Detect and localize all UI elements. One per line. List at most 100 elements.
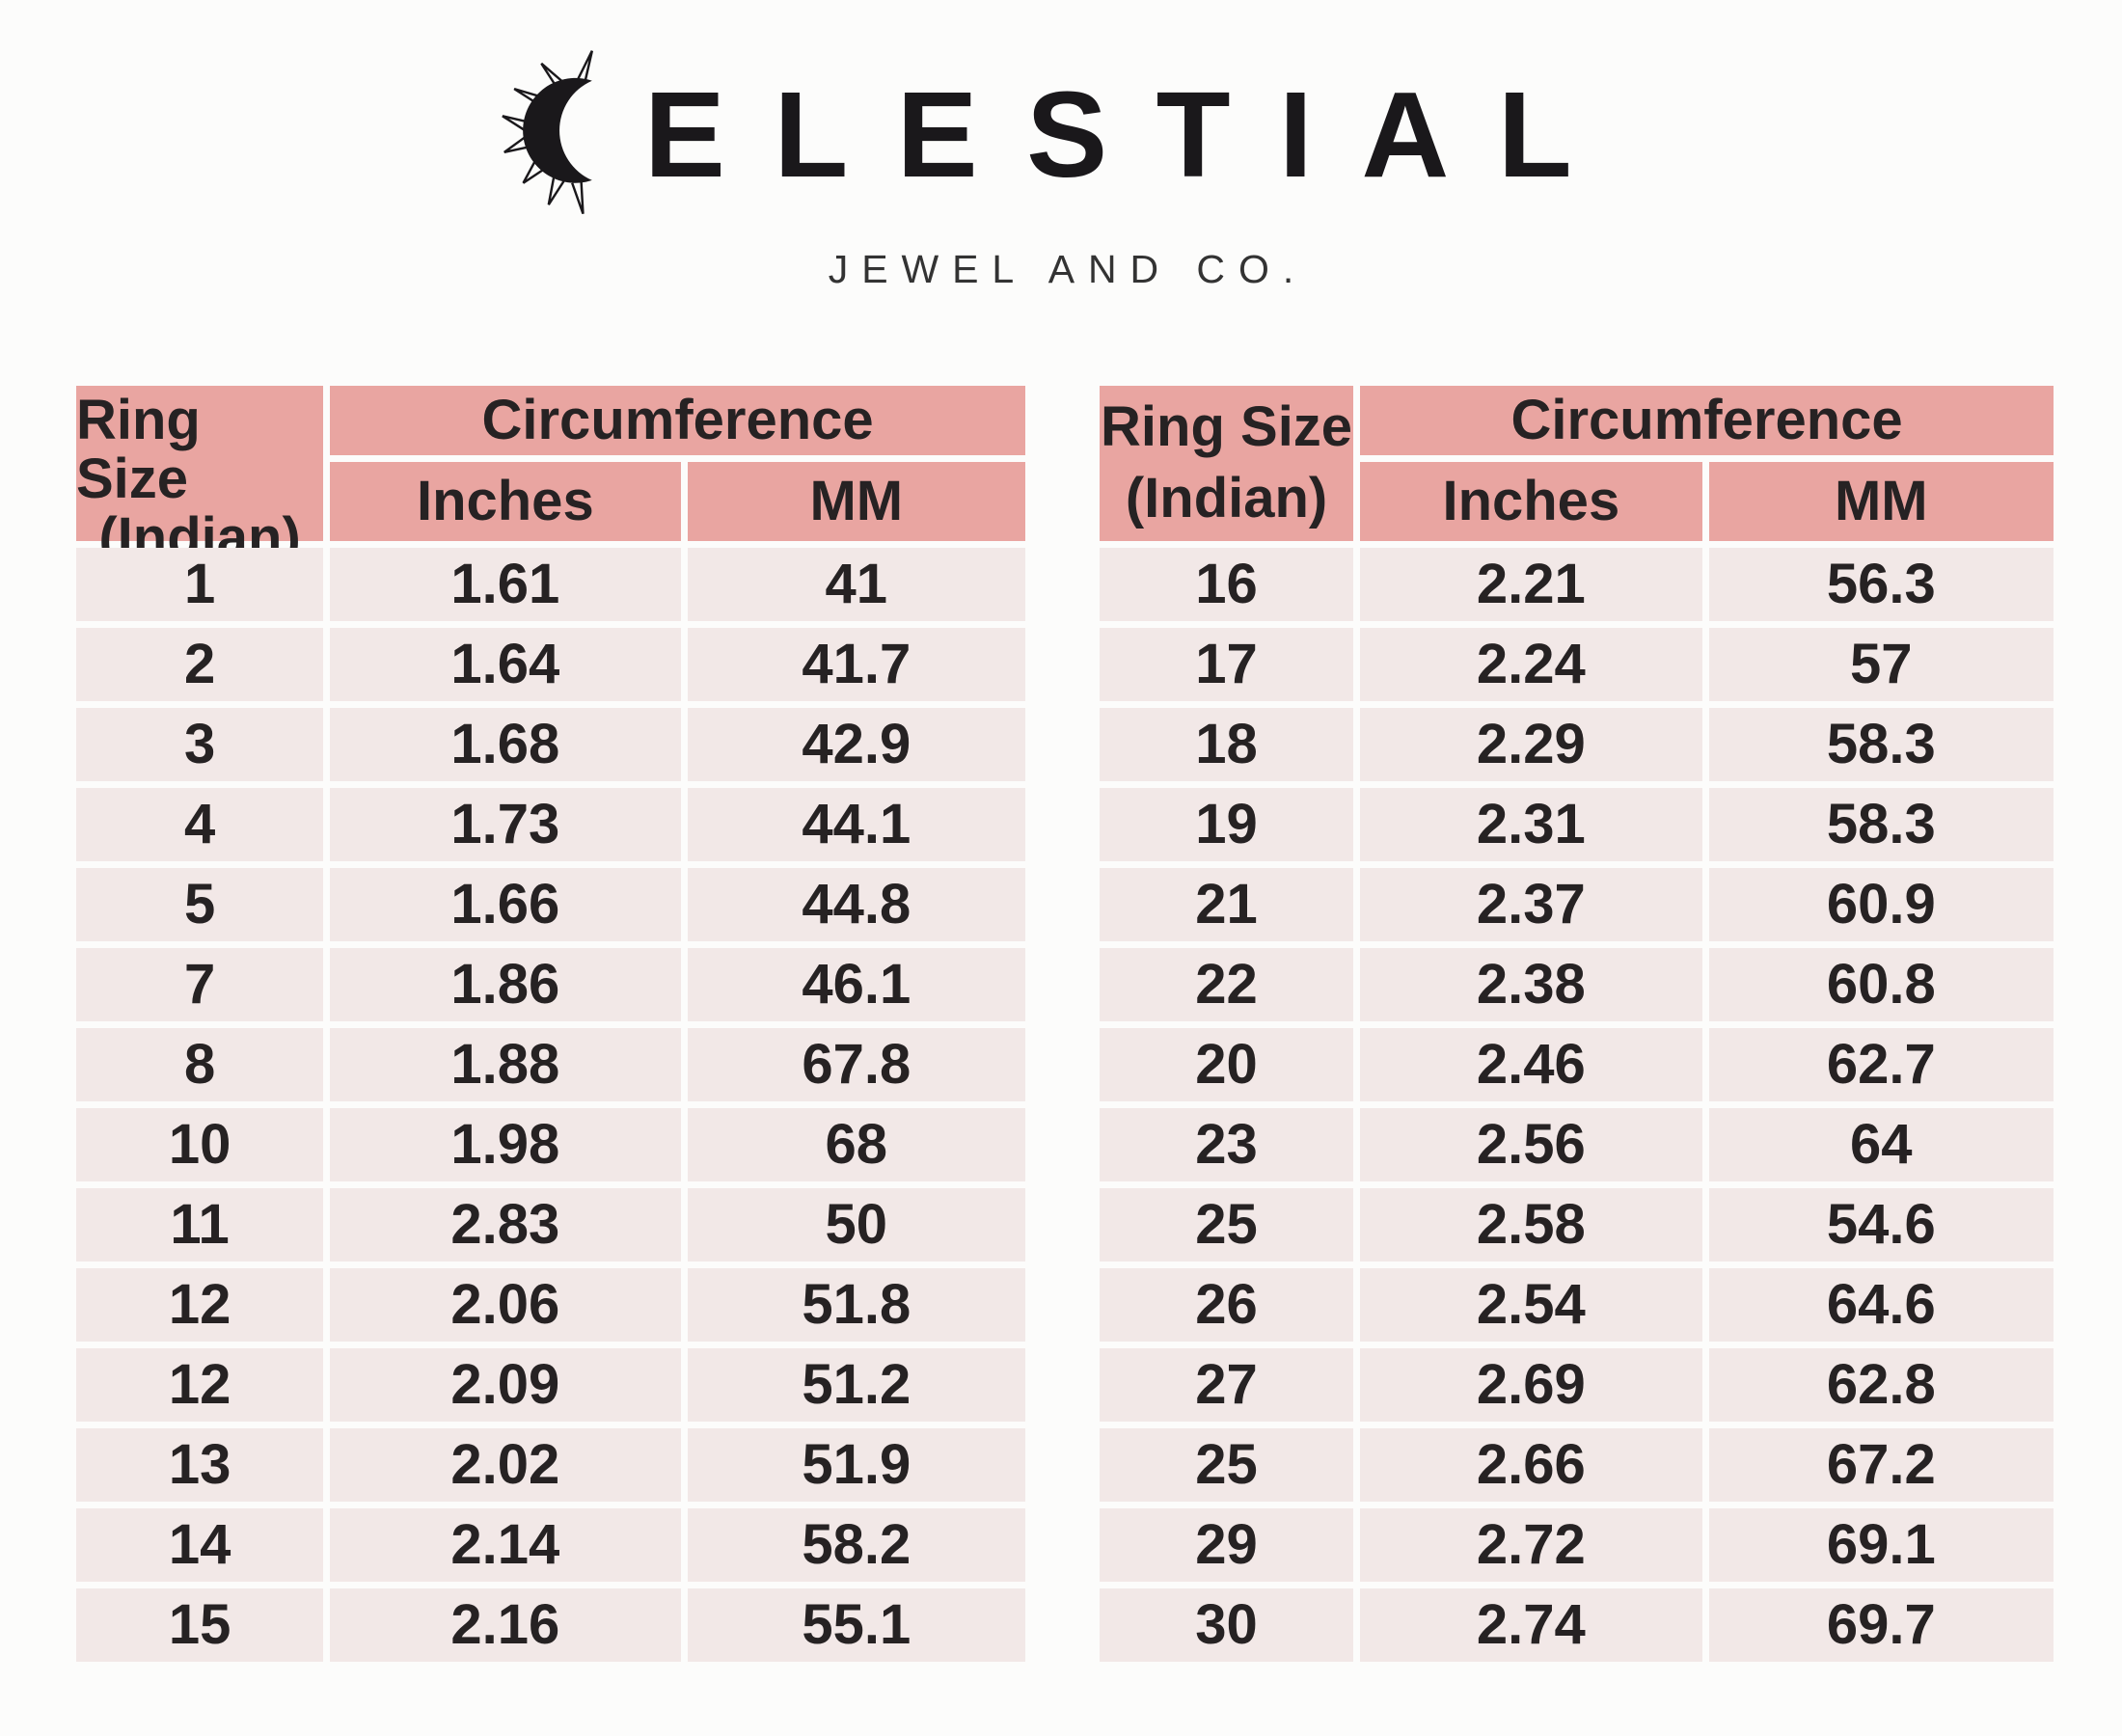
- table-cell: 41.7: [687, 628, 1025, 701]
- table-cell: 1.86: [330, 948, 681, 1021]
- table-cell: 2.09: [330, 1348, 681, 1422]
- table-cell: 60.8: [1708, 948, 2054, 1021]
- table-cell: 12: [76, 1268, 324, 1342]
- table-cell: 51.2: [687, 1348, 1025, 1422]
- table-cell: 42.9: [687, 708, 1025, 781]
- table-cell: 20: [1100, 1028, 1354, 1101]
- table-cell: 30: [1100, 1588, 1354, 1662]
- table-cell: 2.02: [330, 1428, 681, 1502]
- header-cell-inches: Inches: [330, 462, 681, 541]
- header-cell-mm: MM: [687, 462, 1025, 541]
- ring-size-table-right: Ring Size (Indian) Circumference Inches …: [1100, 386, 2054, 1662]
- table-cell: 22: [1100, 948, 1354, 1021]
- table-cell: 2.66: [1360, 1428, 1702, 1502]
- table-cell: 1.66: [330, 868, 681, 941]
- table-cell: 2.46: [1360, 1028, 1702, 1101]
- table-cell: 2.74: [1360, 1588, 1702, 1662]
- table-cell: 1.98: [330, 1108, 681, 1181]
- table-cell: 25: [1100, 1428, 1354, 1502]
- table-cell: 46.1: [687, 948, 1025, 1021]
- table-cell: 15: [76, 1588, 324, 1662]
- table-cell: 29: [1100, 1508, 1354, 1582]
- header-cell-ring-size: Ring Size (Indian): [1100, 386, 1354, 541]
- table-cell: 2.58: [1360, 1188, 1702, 1261]
- table-cell: 41: [687, 548, 1025, 621]
- table-cell: 3: [76, 708, 324, 781]
- header-cell-mm: MM: [1708, 462, 2054, 541]
- table-cell: 2.16: [330, 1588, 681, 1662]
- table-cell: 58.2: [687, 1508, 1025, 1582]
- table-cell: 51.9: [687, 1428, 1025, 1502]
- table-cell: 44.8: [687, 868, 1025, 941]
- table-cell: 50: [687, 1188, 1025, 1261]
- brand-tagline: JEWEL AND CO.: [828, 247, 1308, 291]
- table-cell: 58.3: [1708, 788, 2054, 861]
- table-cell: 2.24: [1360, 628, 1702, 701]
- table-cell: 55.1: [687, 1588, 1025, 1662]
- header-cell-circumference: Circumference: [1360, 386, 2054, 455]
- header-ring-size-line1: Ring Size: [1101, 394, 1353, 458]
- table-cell: 12: [76, 1348, 324, 1422]
- table-cell: 2.72: [1360, 1508, 1702, 1582]
- table-cell: 2.31: [1360, 788, 1702, 861]
- table-cell: 62.7: [1708, 1028, 2054, 1101]
- table-cell: 21: [1100, 868, 1354, 941]
- logo-section: ELESTIAL JEWEL AND CO.: [0, 46, 2122, 292]
- sun-crescent-icon: [502, 46, 619, 224]
- table-cell: 25: [1100, 1188, 1354, 1261]
- table-cell: 7: [76, 948, 324, 1021]
- table-cell: 1: [76, 548, 324, 621]
- table-cell: 10: [76, 1108, 324, 1181]
- table-cell: 1.73: [330, 788, 681, 861]
- table-cell: 2.69: [1360, 1348, 1702, 1422]
- table-cell: 58.3: [1708, 708, 2054, 781]
- table-cell: 27: [1100, 1348, 1354, 1422]
- table-cell: 11: [76, 1188, 324, 1261]
- table-cell: 54.6: [1708, 1188, 2054, 1261]
- header-cell-inches: Inches: [1360, 462, 1702, 541]
- table-cell: 60.9: [1708, 868, 2054, 941]
- table-cell: 2.21: [1360, 548, 1702, 621]
- table-cell: 62.8: [1708, 1348, 2054, 1422]
- table-cell: 2.83: [330, 1188, 681, 1261]
- table-cell: 2.37: [1360, 868, 1702, 941]
- header-cell-ring-size: Ring Size (Indian): [76, 386, 324, 567]
- table-cell: 64: [1708, 1108, 2054, 1181]
- table-cell: 16: [1100, 548, 1354, 621]
- header-cell-circumference: Circumference: [330, 386, 1025, 455]
- table-cell: 69.1: [1708, 1508, 2054, 1582]
- table-cell: 4: [76, 788, 324, 861]
- table-cell: 67.2: [1708, 1428, 2054, 1502]
- table-cell: 19: [1100, 788, 1354, 861]
- table-cell: 2.56: [1360, 1108, 1702, 1181]
- table-cell: 51.8: [687, 1268, 1025, 1342]
- table-cell: 26: [1100, 1268, 1354, 1342]
- table-cell: 2.54: [1360, 1268, 1702, 1342]
- table-cell: 18: [1100, 708, 1354, 781]
- table-cell: 2.06: [330, 1268, 681, 1342]
- table-cell: 57: [1708, 628, 2054, 701]
- table-cell: 23: [1100, 1108, 1354, 1181]
- table-cell: 2.14: [330, 1508, 681, 1582]
- brand-row: ELESTIAL: [502, 46, 1620, 224]
- table-cell: 8: [76, 1028, 324, 1101]
- table-cell: 13: [76, 1428, 324, 1502]
- table-cell: 56.3: [1708, 548, 2054, 621]
- table-cell: 1.88: [330, 1028, 681, 1101]
- table-cell: 1.61: [330, 548, 681, 621]
- table-cell: 2.38: [1360, 948, 1702, 1021]
- table-cell: 5: [76, 868, 324, 941]
- table-cell: 67.8: [687, 1028, 1025, 1101]
- table-cell: 17: [1100, 628, 1354, 701]
- table-cell: 64.6: [1708, 1268, 2054, 1342]
- header-ring-size-line2: (Indian): [1125, 467, 1328, 530]
- table-cell: 68: [687, 1108, 1025, 1181]
- table-cell: 1.64: [330, 628, 681, 701]
- ring-size-table-left: Ring Size (Indian) Circumference Inches …: [76, 386, 1025, 1662]
- brand-wordmark: ELESTIAL: [643, 67, 1621, 203]
- table-cell: 2.29: [1360, 708, 1702, 781]
- table-cell: 14: [76, 1508, 324, 1582]
- table-cell: 2: [76, 628, 324, 701]
- header-ring-size-line1: Ring Size: [76, 389, 201, 510]
